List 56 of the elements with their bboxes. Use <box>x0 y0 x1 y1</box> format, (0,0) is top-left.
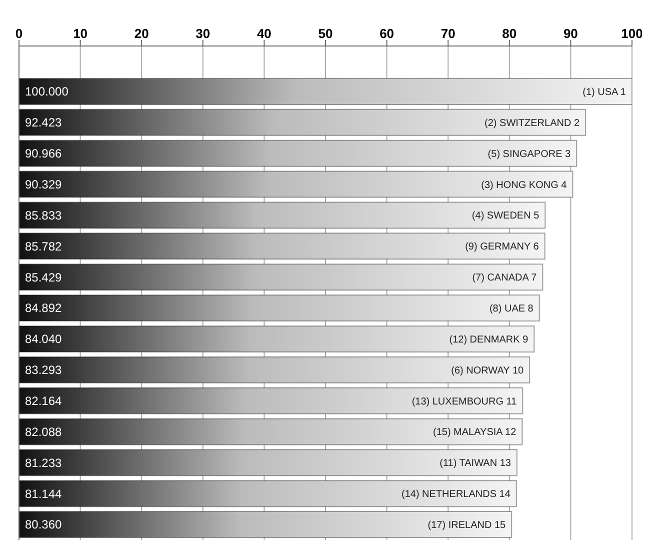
x-tick-label: 100 <box>621 26 643 41</box>
y-tick-label: (14) NETHERLANDS 14 <box>401 489 511 500</box>
y-tick-label: (17) IRELAND 15 <box>428 520 506 532</box>
x-tick-label: 10 <box>73 26 88 41</box>
data-label: 82.164 <box>25 394 62 408</box>
y-tick-label: (8) UAE 8 <box>489 304 534 315</box>
y-tick-label: (12) DENMARK 9 <box>449 334 529 346</box>
bar <box>19 170 574 198</box>
y-tick-label: (1) USA 1 <box>582 86 626 98</box>
bar <box>19 480 517 508</box>
data-label: 90.329 <box>25 177 62 192</box>
data-label: 84.892 <box>25 301 62 316</box>
x-tick-label: 90 <box>563 26 578 41</box>
bar <box>19 325 535 352</box>
data-label: 81.233 <box>25 456 62 470</box>
data-label: 81.144 <box>25 486 62 501</box>
y-tick-label: (9) GERMANY 6 <box>465 242 540 253</box>
bar <box>19 511 512 538</box>
data-label: 80.360 <box>25 518 62 532</box>
bar <box>19 78 632 105</box>
x-tick-label: 80 <box>502 26 517 41</box>
data-label: 90.966 <box>25 146 62 161</box>
y-tick-label: (2) SWITZERLAND 2 <box>484 118 580 129</box>
y-tick-label: (7) CANADA 7 <box>472 272 538 284</box>
y-tick-label: (5) SINGAPORE 3 <box>488 148 572 160</box>
y-tick-label: (11) TAIWAN 13 <box>440 458 512 470</box>
data-label: 92.423 <box>25 116 62 130</box>
bar <box>19 387 524 414</box>
y-tick-label: (13) LUXEMBOURG 11 <box>412 396 518 408</box>
y-tick-label: (6) NORWAY 10 <box>451 365 524 376</box>
y-tick-label: (15) MALAYSIA 12 <box>432 427 517 438</box>
x-tick-label: 40 <box>256 26 272 41</box>
y-tick-label: (3) HONG KONG 4 <box>481 180 568 191</box>
x-tick-label: 60 <box>380 26 394 41</box>
data-label: 85.833 <box>25 208 62 222</box>
data-label: 85.782 <box>25 239 62 254</box>
bar <box>19 449 518 476</box>
bar <box>19 232 546 260</box>
bar <box>19 418 523 446</box>
x-tick-label: 30 <box>196 26 210 41</box>
x-tick-label: 70 <box>440 26 456 41</box>
data-label: 85.429 <box>25 270 62 284</box>
data-label: 84.040 <box>25 332 62 346</box>
bar <box>19 294 540 322</box>
y-tick-label: (4) SWEDEN 5 <box>472 210 540 222</box>
bar <box>19 264 544 291</box>
data-label: 83.293 <box>25 363 62 378</box>
bar <box>19 140 578 167</box>
bar <box>19 356 530 384</box>
bar <box>19 202 546 229</box>
bar <box>19 108 586 136</box>
x-tick-label: 0 <box>15 26 23 41</box>
data-label: 82.088 <box>25 424 62 439</box>
x-tick-label: 20 <box>134 26 149 41</box>
x-tick-label: 50 <box>318 26 333 41</box>
data-label: 100.000 <box>25 84 69 99</box>
